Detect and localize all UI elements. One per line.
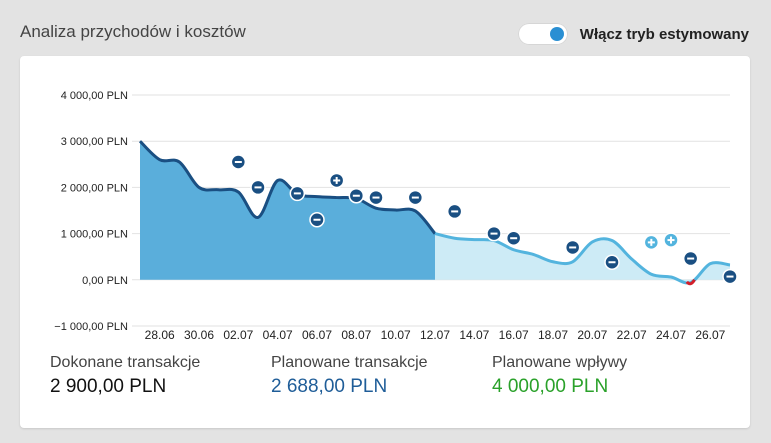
expense-marker[interactable] bbox=[446, 203, 463, 220]
income-marker[interactable] bbox=[663, 232, 679, 248]
x-tick-label: 26.07 bbox=[695, 328, 725, 342]
x-tick-label: 10.07 bbox=[381, 328, 411, 342]
expense-marker[interactable] bbox=[348, 187, 365, 204]
label-layer: 4 000,00 PLN 3 000,00 PLN 2 000,00 PLN 1 00… bbox=[54, 90, 725, 342]
line-layer bbox=[138, 140, 731, 286]
income-marker[interactable] bbox=[328, 172, 345, 189]
y-tick-label: 3 000,00 PLN bbox=[61, 136, 128, 148]
expense-marker[interactable] bbox=[505, 230, 522, 246]
page-title: Analiza przychodów i kosztów bbox=[20, 22, 246, 41]
summary-planned-value: 2 688,00 PLN bbox=[271, 376, 388, 397]
chart-card: 4 000,00 PLN 3 000,00 PLN 2 000,00 PLN 1 00… bbox=[20, 56, 750, 428]
summary-planned: Planowane transakcje 2 688,00 PLN bbox=[271, 354, 428, 398]
y-tick-label: 1 000,00 PLN bbox=[61, 229, 128, 241]
expense-marker[interactable] bbox=[564, 239, 581, 256]
area-layer bbox=[140, 141, 730, 284]
expense-marker[interactable] bbox=[722, 268, 738, 285]
expense-marker[interactable] bbox=[368, 189, 384, 206]
x-tick-label: 28.06 bbox=[145, 328, 175, 342]
x-tick-label: 12.07 bbox=[420, 328, 450, 342]
summary-income-value: 4 000,00 PLN bbox=[492, 376, 609, 397]
expense-marker[interactable] bbox=[486, 225, 502, 242]
y-tick-label: 4 000,00 PLN bbox=[61, 90, 128, 102]
x-tick-label: 02.07 bbox=[223, 328, 253, 342]
negative-balance-segment bbox=[685, 279, 696, 286]
summary-done-value: 2 900,00 PLN bbox=[50, 376, 167, 397]
summary-income-label: Planowane wpływy bbox=[492, 354, 628, 371]
summary-income: Planowane wpływy 4 000,00 PLN bbox=[492, 354, 627, 398]
y-tick-label: −1 000,00 PLN bbox=[54, 321, 128, 333]
x-tick-label: 08.07 bbox=[341, 328, 371, 342]
x-tick-label: 14.07 bbox=[459, 328, 489, 342]
planned-line bbox=[434, 232, 731, 285]
x-tick-label: 20.07 bbox=[577, 328, 607, 342]
done-area bbox=[140, 141, 435, 280]
summary-done: Dokonane transakcje 2 900,00 PLN bbox=[50, 354, 200, 398]
expense-marker[interactable] bbox=[407, 189, 424, 206]
done-line bbox=[138, 140, 437, 235]
x-tick-label: 04.07 bbox=[263, 328, 293, 342]
summary-done-label: Dokonane transakcje bbox=[50, 354, 201, 371]
x-tick-label: 24.07 bbox=[656, 328, 686, 342]
expense-marker[interactable] bbox=[309, 211, 325, 228]
balance-chart: 4 000,00 PLN 3 000,00 PLN 2 000,00 PLN 1 00… bbox=[54, 90, 738, 342]
planned-area bbox=[435, 233, 730, 284]
expense-marker[interactable] bbox=[682, 250, 699, 267]
income-marker[interactable] bbox=[643, 234, 660, 251]
x-tick-label: 16.07 bbox=[499, 328, 529, 342]
estimated-mode-toggle[interactable] bbox=[517, 23, 568, 45]
x-tick-label: 18.07 bbox=[538, 328, 568, 342]
expense-marker[interactable] bbox=[230, 154, 247, 170]
y-tick-label: 0,00 PLN bbox=[82, 275, 128, 287]
expense-marker[interactable] bbox=[250, 179, 266, 196]
y-tick-label: 2 000,00 PLN bbox=[61, 182, 128, 194]
expense-marker[interactable] bbox=[289, 185, 306, 202]
expense-marker[interactable] bbox=[604, 254, 620, 270]
estimated-mode-label[interactable]: Włącz tryb estymowany bbox=[579, 25, 749, 43]
toggle-knob bbox=[549, 27, 564, 41]
summary-planned-label: Planowane transakcje bbox=[271, 354, 428, 371]
x-tick-label: 22.07 bbox=[617, 328, 647, 342]
x-tick-label: 30.06 bbox=[184, 328, 214, 342]
marker-layer bbox=[230, 154, 738, 285]
estimated-mode-toggle-group: Włącz tryb estymowany bbox=[517, 23, 749, 45]
x-tick-label: 06.07 bbox=[302, 328, 332, 342]
